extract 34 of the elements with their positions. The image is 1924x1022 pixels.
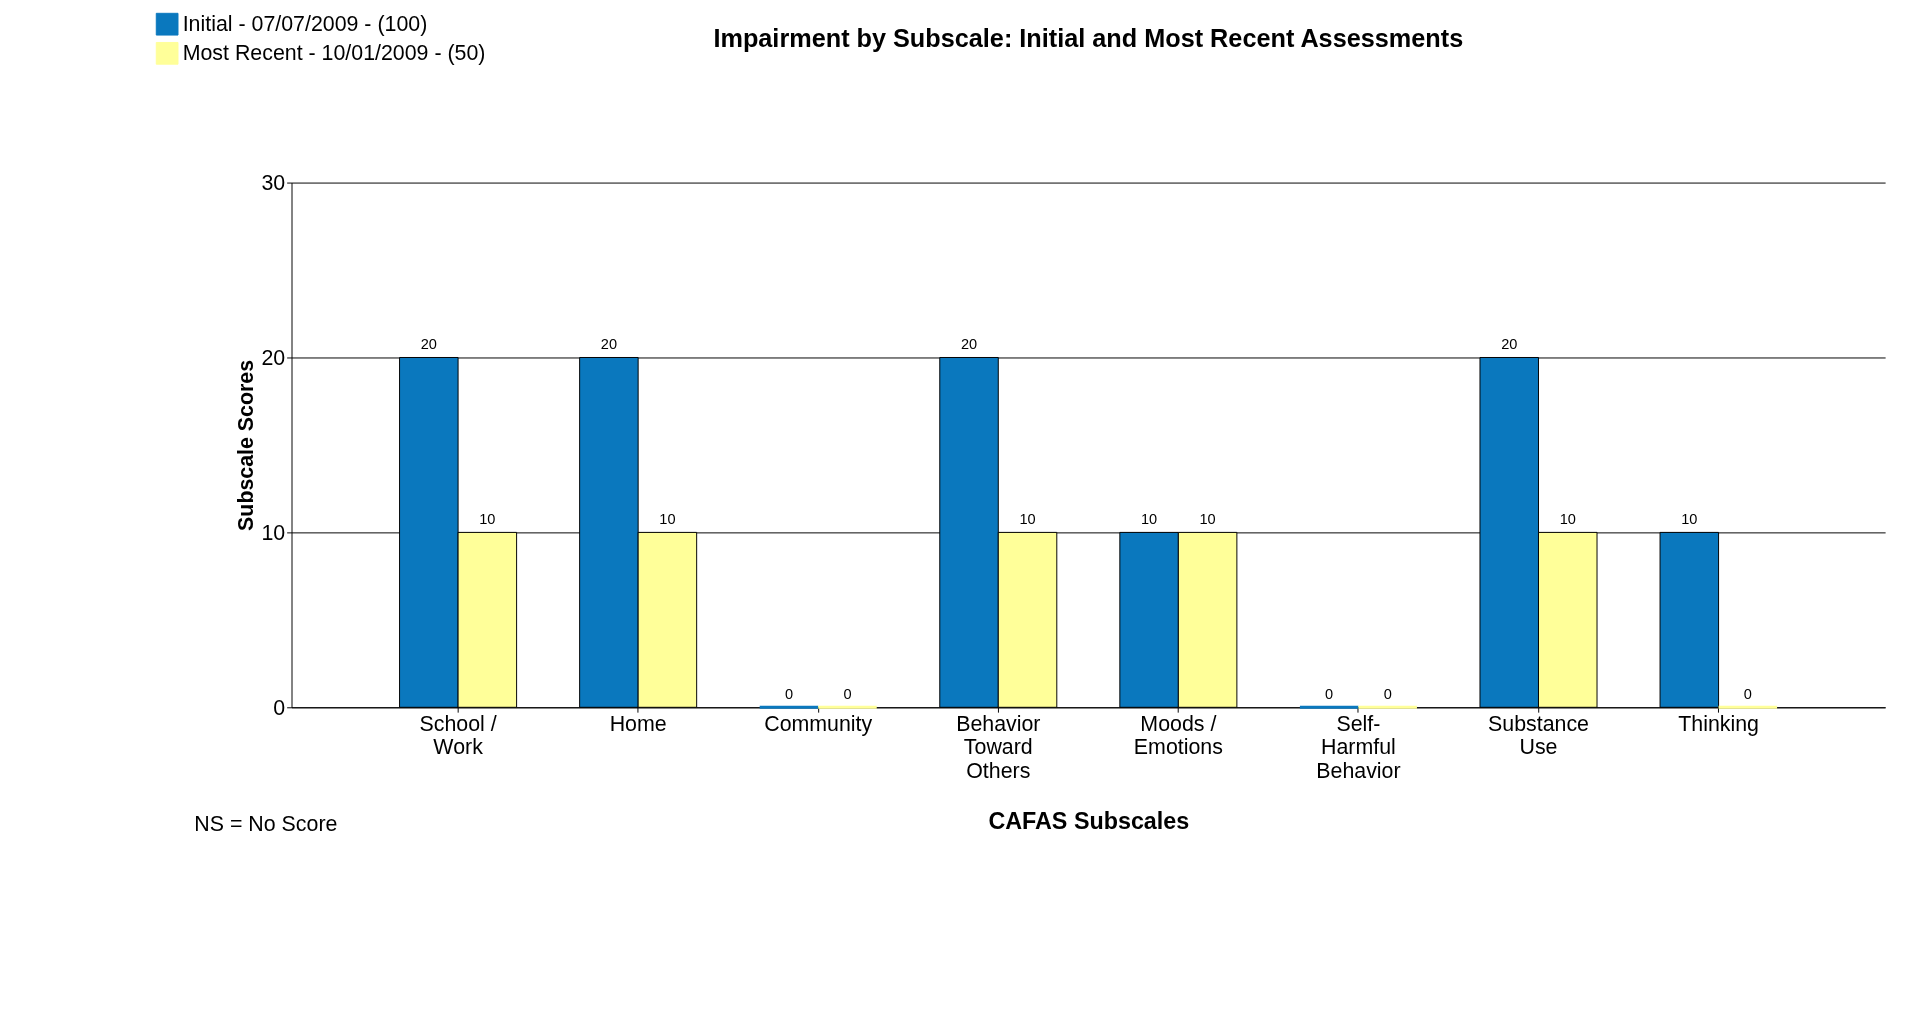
- data-label: 10: [1681, 510, 1698, 527]
- data-label: 0: [1743, 685, 1752, 702]
- chart-title: Impairment by Subscale: Initial and Most Recent Assessments: [713, 23, 1464, 52]
- y-tick-label: 10: [261, 520, 286, 545]
- x-tick-label: Moods / Emotions: [1133, 712, 1223, 760]
- data-label: 10: [1141, 510, 1158, 527]
- data-label: 20: [420, 335, 437, 352]
- data-label: 0: [1383, 685, 1392, 702]
- legend-label: Initial - 07/07/2009 - (100): [182, 11, 428, 36]
- legend-label: Most Recent - 10/01/2009 - (50): [182, 41, 486, 66]
- data-label: 10: [1559, 510, 1576, 527]
- x-axis-title: CAFAS Subscales: [988, 808, 1190, 835]
- x-tick-label: Community: [764, 712, 873, 737]
- data-label: 20: [960, 335, 978, 352]
- data-label: 10: [1199, 510, 1216, 527]
- y-axis-title: Subscale Scores: [233, 359, 258, 531]
- data-label: 0: [1325, 685, 1334, 702]
- x-tick-label: School / Work: [419, 712, 497, 760]
- x-tick-label: Behavior Toward Others: [956, 712, 1041, 783]
- data-label: 10: [479, 510, 496, 527]
- x-tick-label: Substance Use: [1488, 712, 1589, 760]
- data-label: 0: [784, 685, 794, 702]
- y-tick-label: 0: [273, 695, 286, 720]
- x-tick-label: Home: [609, 712, 667, 737]
- data-label: 10: [1019, 510, 1036, 527]
- x-tick-label: Self-Harmful Behavior: [1316, 712, 1401, 783]
- data-label: 20: [600, 335, 617, 352]
- data-label: 0: [843, 685, 852, 702]
- y-tick-label: 20: [261, 345, 286, 370]
- data-label: 20: [1501, 335, 1518, 352]
- data-label: 10: [659, 510, 676, 527]
- x-tick-label: Thinking: [1678, 712, 1759, 737]
- y-tick-label: 30: [261, 170, 286, 195]
- text: NS = No Score: [194, 811, 338, 836]
